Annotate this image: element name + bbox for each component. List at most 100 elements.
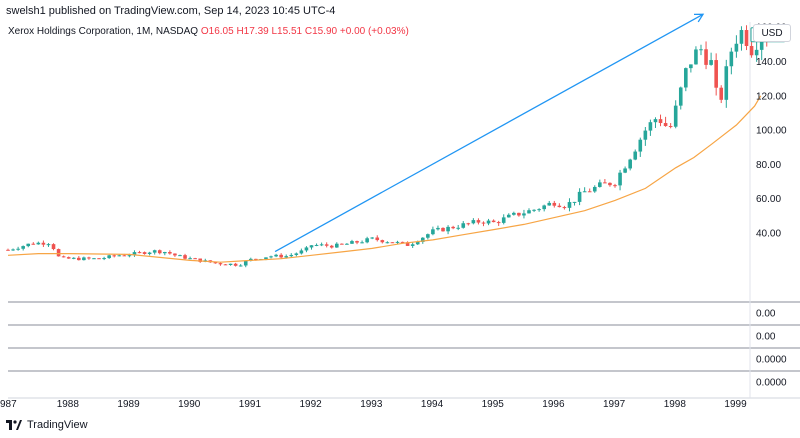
y-tick-label: 40.00 [756,229,781,240]
candle-body [16,248,20,250]
candle-body [754,49,759,56]
candle-body [127,255,132,257]
candle-body [663,123,668,127]
candle-body [365,238,369,243]
candle-body [289,254,294,257]
y-tick-label: 120.00 [756,91,787,102]
candle-body [309,245,314,248]
candle-body [355,241,359,243]
close-value: C15.90 [304,26,338,37]
candle-body [137,252,142,254]
candle-body [21,246,25,249]
candle-body [466,223,471,225]
candle-body [491,220,496,223]
candle-body [567,202,572,208]
candle-body [334,243,339,248]
candle-body [319,244,324,246]
high-value: H17.39 [236,26,269,37]
candle-body [36,242,41,245]
candle-body [41,242,46,245]
candle-body [132,252,137,256]
candle-body [294,253,299,255]
candle-body [415,241,420,245]
candle-body [279,254,283,258]
candle-body [102,258,106,260]
candle-body [451,226,455,229]
candle-body [233,263,238,266]
tradingview-brand: TradingView [27,419,88,431]
candle-body [46,244,51,246]
x-tick-label: 1995 [482,399,505,410]
x-tick-label: 987 [0,399,17,410]
publish-line: swelsh1 published on TradingView.com, Se… [6,5,336,17]
candle-body [380,240,385,243]
candle-body [724,66,729,100]
x-tick-label: 1990 [178,399,201,410]
candle-body [684,68,688,88]
candle-body [264,257,268,260]
candle-body [603,182,607,184]
candle-body [496,222,501,224]
currency-button[interactable]: USD [753,24,791,42]
candle-body [623,168,627,173]
symbol-info: Xerox Holdings Corporation, 1M, NASDAQ O… [8,26,409,37]
candle-body [481,222,486,224]
candle-body [582,191,587,193]
candle-body [618,172,622,186]
y-tick-label: 140.00 [756,57,787,68]
candle-body [61,256,66,258]
x-tick-label: 1997 [603,399,626,410]
candle-body [613,185,617,187]
candle-body [228,263,233,265]
candle-body [643,130,648,140]
candle-body [77,257,81,261]
candle-body [223,264,228,266]
candle-body [385,242,390,244]
candle-body [51,244,56,250]
x-tick-label: 1989 [117,399,140,410]
candle-body [107,255,111,259]
pane-value-label: 0.00 [756,332,776,343]
candle-body [694,49,698,65]
candle-body [749,45,754,56]
y-tick-label: 80.00 [756,160,781,171]
candle-body [527,210,531,214]
candle-body [552,202,557,206]
x-tick-label: 1996 [542,399,565,410]
candle-body [183,255,187,259]
candle-body [426,234,430,238]
candle-body [608,182,612,186]
candle-body [304,247,309,251]
candle-body [557,205,562,208]
symbol-title: Xerox Holdings Corporation, 1M, NASDAQ [8,26,199,37]
candle-body [739,30,744,44]
candle-body [734,43,739,52]
candle-body [360,242,364,244]
candle-body [274,254,278,257]
candle-body [633,151,638,160]
trend-arrow-line [274,13,704,253]
candle-body [461,223,466,228]
candle-body [92,258,96,260]
pane-value-label: 0.0000 [756,378,787,389]
candle-body [350,241,354,244]
candle-body [254,258,258,260]
tradingview-footer[interactable]: TradingView [6,419,88,431]
candle-body [395,241,400,243]
candle-body [238,265,243,267]
moving-average-line [7,95,762,263]
candle-body [759,39,764,50]
candle-body [152,250,157,253]
candle-body [193,258,197,260]
pane-value-label: 0.00 [756,309,776,320]
open-value: O16.05 [200,26,234,37]
candle-body [572,201,577,203]
candle-body [456,227,460,229]
candle-body [542,205,546,210]
candle-body [87,257,91,259]
candle-body [522,213,526,216]
x-tick-label: 1991 [239,399,262,410]
candle-body [628,159,632,169]
candle-body [678,87,683,106]
